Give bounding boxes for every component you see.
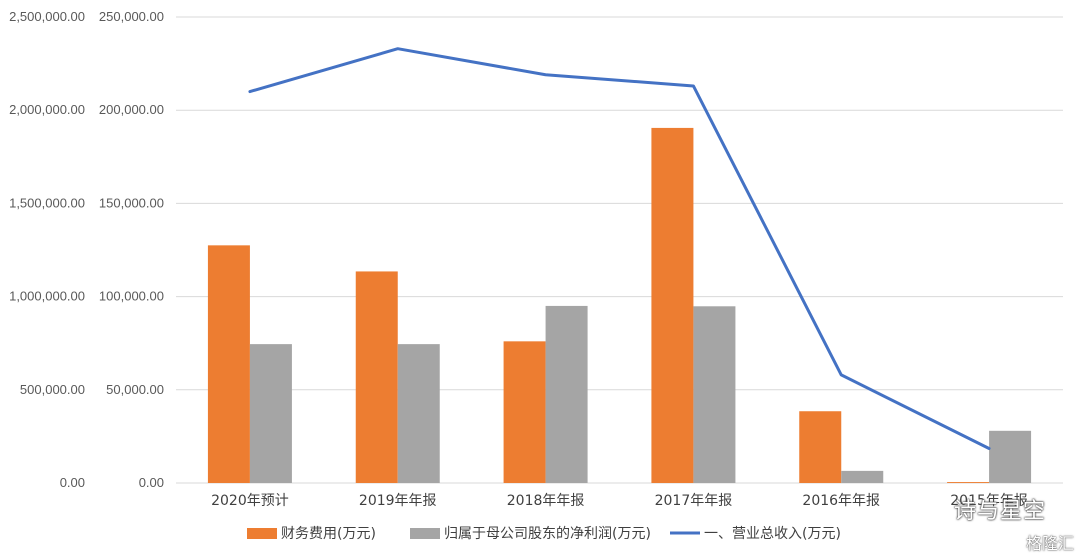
bar xyxy=(947,482,990,483)
bar xyxy=(207,245,250,483)
legend-label: 归属于母公司股东的净利润(万元) xyxy=(444,525,651,542)
watermark-wechat: 诗与星空 xyxy=(953,499,1046,524)
x-tick-label: 2017年年报 xyxy=(655,493,733,509)
y-tick-label-primary: 2,500,000.00 xyxy=(9,9,85,24)
y-tick-label-primary: 2,000,000.00 xyxy=(9,102,85,117)
bar xyxy=(545,305,588,483)
bar xyxy=(799,411,842,483)
x-tick-label: 2020年预计 xyxy=(211,493,289,509)
y-tick-label-secondary: 250,000.00 xyxy=(99,9,164,24)
bar xyxy=(503,341,546,483)
series-line xyxy=(248,47,991,451)
y-tick-label-primary: 1,000,000.00 xyxy=(9,289,85,304)
watermark-source: 格隆汇 xyxy=(1025,534,1074,553)
x-tick-label: 2016年年报 xyxy=(802,493,880,509)
x-tick-label: 2019年年报 xyxy=(359,493,437,509)
y-tick-label-primary: 1,500,000.00 xyxy=(9,195,85,210)
bar xyxy=(355,271,398,483)
legend-label: 一、营业总收入(万元) xyxy=(704,526,841,542)
y-tick-label-secondary: 0.00 xyxy=(139,475,164,490)
y-tick-label-primary: 500,000.00 xyxy=(20,382,85,397)
bar xyxy=(651,127,694,484)
bar xyxy=(989,430,1032,483)
bar xyxy=(249,344,292,483)
legend-swatch xyxy=(247,528,277,539)
legend-label: 财务费用(万元) xyxy=(281,526,376,542)
y-tick-label-secondary: 100,000.00 xyxy=(99,289,164,304)
bar xyxy=(841,470,884,483)
legend-swatch xyxy=(410,528,440,539)
x-tick-label: 2018年年报 xyxy=(507,493,585,509)
bar xyxy=(397,344,440,483)
y-tick-label-secondary: 150,000.00 xyxy=(99,195,164,210)
y-tick-label-secondary: 50,000.00 xyxy=(106,382,164,397)
bar xyxy=(693,306,736,483)
y-tick-label-primary: 0.00 xyxy=(60,475,85,490)
y-tick-label-secondary: 200,000.00 xyxy=(99,102,164,117)
x-tick-label: 2015年年报 xyxy=(950,493,1028,509)
